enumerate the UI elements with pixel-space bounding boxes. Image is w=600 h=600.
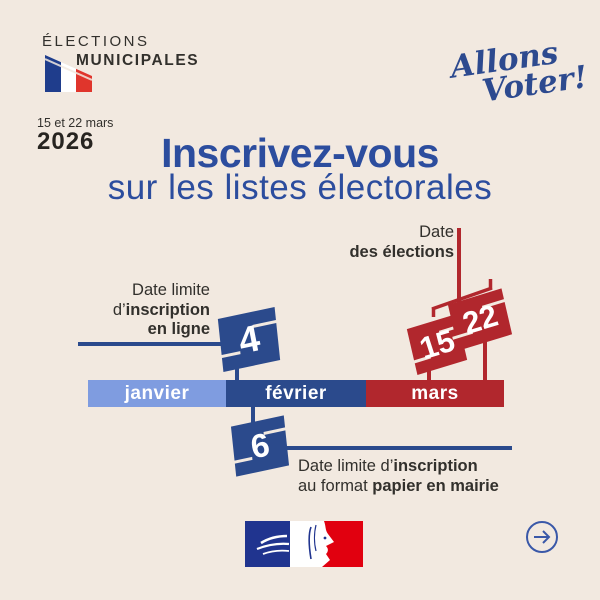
label-paper-prefix2: au format [298, 476, 373, 495]
month-janvier-label: janvier [124, 382, 190, 404]
badge-elections-label: ÉLECTIONS [42, 33, 150, 50]
arrow-right-icon [534, 530, 551, 544]
label-online-prefix: d’ [112, 300, 126, 319]
month-mars: mars [366, 380, 504, 407]
elections-bracket-decoration [420, 268, 500, 325]
month-fevrier: février [226, 380, 366, 407]
month-fevrier-label: février [265, 382, 327, 404]
month-janvier: janvier [88, 380, 226, 407]
marker-day-4: 4 [217, 306, 281, 373]
label-elections-line1: Date [419, 223, 454, 241]
connector-line-elections [457, 228, 461, 308]
connector-line-paper [283, 446, 512, 450]
label-online-bold1: inscription [125, 300, 210, 319]
badge-municipales-label: MUNICIPALES [76, 52, 200, 69]
label-paper-deadline: Date limite d’inscription au format papi… [298, 457, 528, 496]
next-arrow-button[interactable] [526, 521, 558, 553]
label-paper-bold2: papier en mairie [372, 476, 499, 495]
label-elections-bold: des élections [349, 242, 454, 261]
month-mars-label: mars [411, 382, 459, 404]
label-online-bold2: en ligne [147, 320, 210, 338]
label-paper-prefix1: Date limite d’ [298, 457, 394, 475]
marker-day-6: 6 [230, 415, 290, 477]
connector-day22 [483, 336, 487, 381]
label-election-dates: Date des élections [326, 223, 454, 262]
label-paper-bold1: inscription [393, 457, 478, 475]
connector-day4 [235, 365, 239, 381]
french-flag-ballot-icon [45, 55, 92, 98]
connector-line-online [78, 342, 225, 346]
allons-voter-logo: Allons Voter! [448, 35, 595, 110]
marianne-government-logo [245, 521, 363, 572]
badge-year: 2026 [37, 128, 95, 155]
label-online-line1: Date limite [132, 281, 210, 299]
page-subtitle: sur les listes électorales [107, 168, 493, 207]
label-online-deadline: Date limite d’inscription en ligne [58, 281, 210, 340]
page-title: Inscrivez-vous [161, 130, 439, 176]
badge-dates: 15 et 22 mars [37, 116, 114, 130]
connector-day6 [251, 407, 255, 423]
